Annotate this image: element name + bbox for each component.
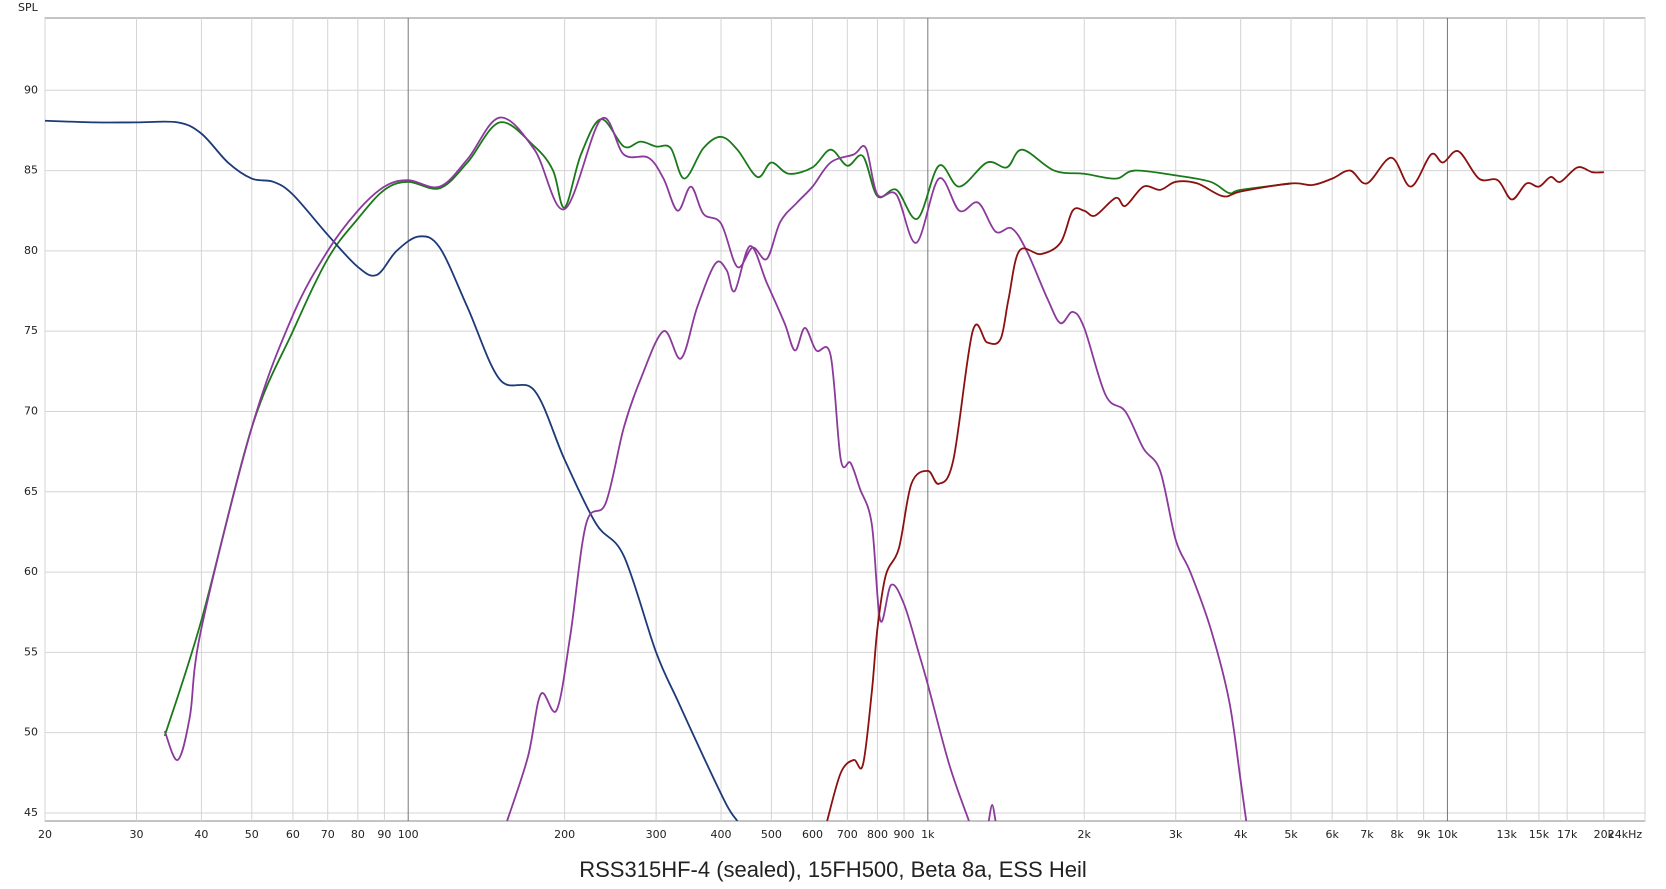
curve	[506, 245, 997, 821]
plot-area	[44, 17, 1646, 822]
y-tick-label: 55	[24, 645, 38, 658]
x-tick-label: 8k	[1390, 828, 1404, 841]
y-tick-label: 70	[24, 404, 38, 417]
grid	[44, 18, 1646, 821]
y-tick-label: 60	[24, 565, 38, 578]
y-tick-label: 90	[24, 83, 38, 96]
x-tick-label: 13k	[1496, 828, 1517, 841]
x-tick-label: 20	[38, 828, 52, 841]
x-tick-label: 800	[867, 828, 888, 841]
x-tick-label: 4k	[1234, 828, 1248, 841]
x-tick-label: 100	[398, 828, 419, 841]
x-tick-label: 17k	[1557, 828, 1578, 841]
labels: 45 50 55 60 65 70 75 80 85 90 20 30 40 50 60 70 80 90 100 2…	[24, 83, 1642, 841]
x-tick-label: 60	[286, 828, 300, 841]
x-tick-label: 90	[377, 828, 391, 841]
y-tick-label: 65	[24, 485, 38, 498]
y-tick-label: 50	[24, 726, 38, 739]
x-tick-label: 50	[245, 828, 259, 841]
chart-title: RSS315HF-4 (sealed), 15FH500, Beta 8a, E…	[579, 857, 1086, 882]
curve	[163, 116, 1248, 821]
x-tick-label: 1k	[921, 828, 935, 841]
x-tick-label: 40	[194, 828, 208, 841]
x-tick-label: 9k	[1417, 828, 1431, 841]
x-tick-label: 10k	[1437, 828, 1458, 841]
x-tick-label: 400	[711, 828, 732, 841]
x-tick-label: 80	[351, 828, 365, 841]
x-tick-label: 2k	[1078, 828, 1092, 841]
curve	[826, 150, 1604, 821]
x-tick-label: 30	[130, 828, 144, 841]
x-tick-label: 5k	[1284, 828, 1298, 841]
x-tick-label: 200	[554, 828, 575, 841]
y-axis-label: SPL	[18, 1, 39, 14]
x-tick-label: 300	[646, 828, 667, 841]
y-tick-label: 85	[24, 164, 38, 177]
x-tick-label: 6k	[1325, 828, 1339, 841]
curve	[45, 119, 739, 821]
x-tick-label: 70	[321, 828, 335, 841]
x-tick-label: 24kHz	[1608, 828, 1643, 841]
curves	[45, 116, 1604, 821]
x-tick-label: 7k	[1360, 828, 1374, 841]
x-tick-label: 500	[761, 828, 782, 841]
curve	[163, 118, 1292, 737]
y-tick-label: 80	[24, 244, 38, 257]
x-tick-label: 15k	[1529, 828, 1550, 841]
x-tick-label: 3k	[1169, 828, 1183, 841]
x-tick-label: 700	[837, 828, 858, 841]
x-tick-label: 900	[894, 828, 915, 841]
y-tick-label: 45	[24, 806, 38, 819]
x-tick-label: 600	[802, 828, 823, 841]
y-tick-label: 75	[24, 324, 38, 337]
x-tick-label: 20k	[1594, 828, 1615, 841]
